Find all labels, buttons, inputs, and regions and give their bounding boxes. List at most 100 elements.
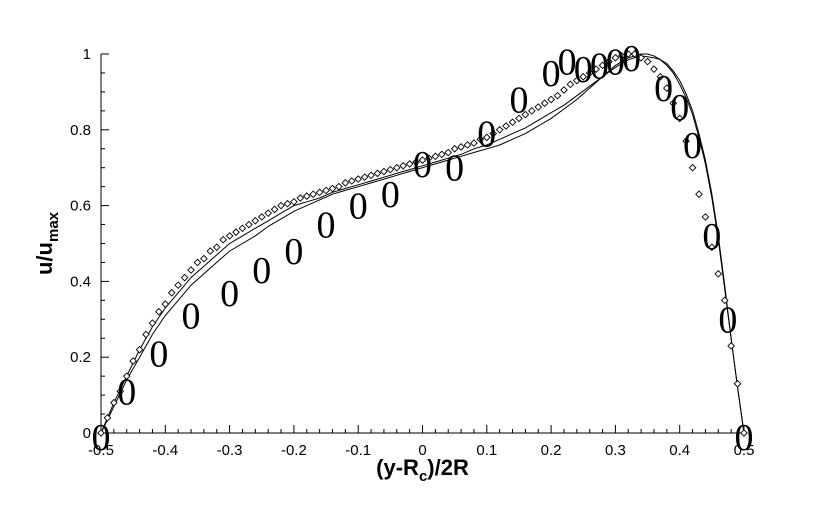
circle-point: 0	[182, 296, 201, 338]
diamond-point	[219, 235, 228, 244]
diamond-point	[187, 266, 195, 274]
diamond-point	[714, 269, 723, 278]
circle-point: 0	[606, 42, 625, 84]
diamond-point	[322, 186, 330, 195]
diamond-point	[425, 154, 433, 163]
x-tick-label: -0.5	[88, 442, 114, 459]
diamond-point	[212, 243, 221, 252]
circle-point: 0	[654, 68, 673, 110]
circle-point: 0	[413, 144, 432, 186]
diamond-point	[515, 114, 523, 123]
circle-point: 0	[574, 49, 593, 91]
diamond-point	[431, 152, 440, 161]
diamond-point	[727, 341, 735, 350]
diamond-point	[470, 139, 478, 147]
diamond-point	[232, 228, 240, 236]
diamond-point	[97, 429, 105, 437]
diamond-point	[630, 50, 639, 58]
x-tick-label: 0.4	[669, 442, 690, 459]
x-axis-label: (y-Rc)/2R	[376, 455, 469, 485]
diamond-point	[720, 296, 729, 305]
diamond-point	[347, 177, 356, 185]
series-diamonds	[97, 50, 748, 437]
diamond-point	[167, 288, 176, 297]
diamond-point	[238, 224, 247, 233]
diamond-point	[495, 125, 504, 134]
circle-point: 0	[149, 333, 168, 375]
x-tick-label: -0.4	[152, 442, 178, 459]
diamond-point	[277, 201, 285, 210]
circle-point: 0	[477, 114, 496, 156]
diamond-point	[103, 414, 112, 422]
diamond-point	[180, 273, 189, 282]
diamond-point	[566, 80, 575, 89]
diamond-point	[444, 148, 453, 157]
diamond-point	[200, 254, 208, 263]
x-tick-label: -0.3	[217, 442, 243, 459]
diamond-point	[656, 72, 665, 81]
diamond-point	[663, 84, 671, 92]
circle-point: 0	[670, 87, 689, 129]
diamond-point	[225, 232, 234, 240]
diamond-point	[206, 247, 215, 255]
diamond-point	[482, 133, 491, 142]
diamond-point	[290, 197, 298, 206]
diamond-point	[283, 199, 292, 208]
diamond-point	[643, 57, 652, 66]
diamond-point	[637, 53, 645, 62]
axes: -0.5 -0.4 -0.3 -0.2 -0.1 0 0.1 0.2 0.3 0.4 0.5 0 0.2…	[70, 46, 754, 459]
diamond-point	[257, 213, 266, 221]
diamond-point	[585, 69, 594, 77]
circle-point: 0	[284, 231, 303, 273]
diamond-point	[675, 114, 684, 123]
diamond-point	[617, 52, 626, 60]
y-tick-label: 0	[83, 425, 91, 442]
diamond-point	[380, 167, 388, 176]
diamond-point	[572, 76, 581, 85]
diamond-point	[740, 429, 748, 437]
diamond-point	[155, 307, 163, 316]
diamond-point	[611, 53, 620, 62]
diamond-point	[418, 156, 427, 164]
series-line-3	[100, 53, 745, 434]
diamond-point	[489, 129, 498, 138]
diamond-point	[129, 357, 137, 365]
diamond-point	[547, 95, 555, 104]
diamond-point	[553, 91, 562, 100]
x-tick-label: 0.2	[541, 442, 562, 459]
diamond-point	[540, 99, 549, 108]
circle-point: 0	[590, 45, 609, 87]
diamond-point	[335, 182, 343, 191]
diamond-point	[476, 135, 485, 144]
diamond-point	[508, 118, 517, 127]
y-tick-label: 0.8	[70, 122, 91, 139]
y-tick-label: 0.2	[70, 349, 91, 366]
circle-point: 0	[558, 42, 577, 84]
diamond-point	[695, 190, 703, 199]
diamond-point	[437, 150, 446, 159]
diamond-point	[463, 141, 472, 149]
circle-point: 0	[622, 38, 641, 80]
diamond-point	[650, 65, 658, 73]
diamond-point	[624, 50, 633, 58]
diamond-point	[161, 300, 170, 308]
circle-point: 0	[718, 299, 737, 341]
diamond-point	[122, 372, 131, 380]
circle-point: 0	[542, 53, 561, 95]
diamond-point	[579, 72, 588, 81]
diamond-point	[341, 179, 350, 187]
diamond-point	[592, 65, 600, 73]
series-line-2	[100, 55, 745, 434]
diamond-point	[682, 137, 690, 146]
x-tick-label: -0.2	[281, 442, 307, 459]
diamond-point	[135, 345, 144, 354]
circle-point: 0	[509, 79, 528, 121]
x-tick-label: 0.3	[605, 442, 626, 459]
circle-point: 0	[317, 205, 336, 247]
diamond-point	[309, 190, 318, 199]
diamond-point	[708, 243, 716, 252]
circle-point: 0	[702, 216, 721, 258]
y-axis-label: u/umax	[32, 211, 62, 275]
